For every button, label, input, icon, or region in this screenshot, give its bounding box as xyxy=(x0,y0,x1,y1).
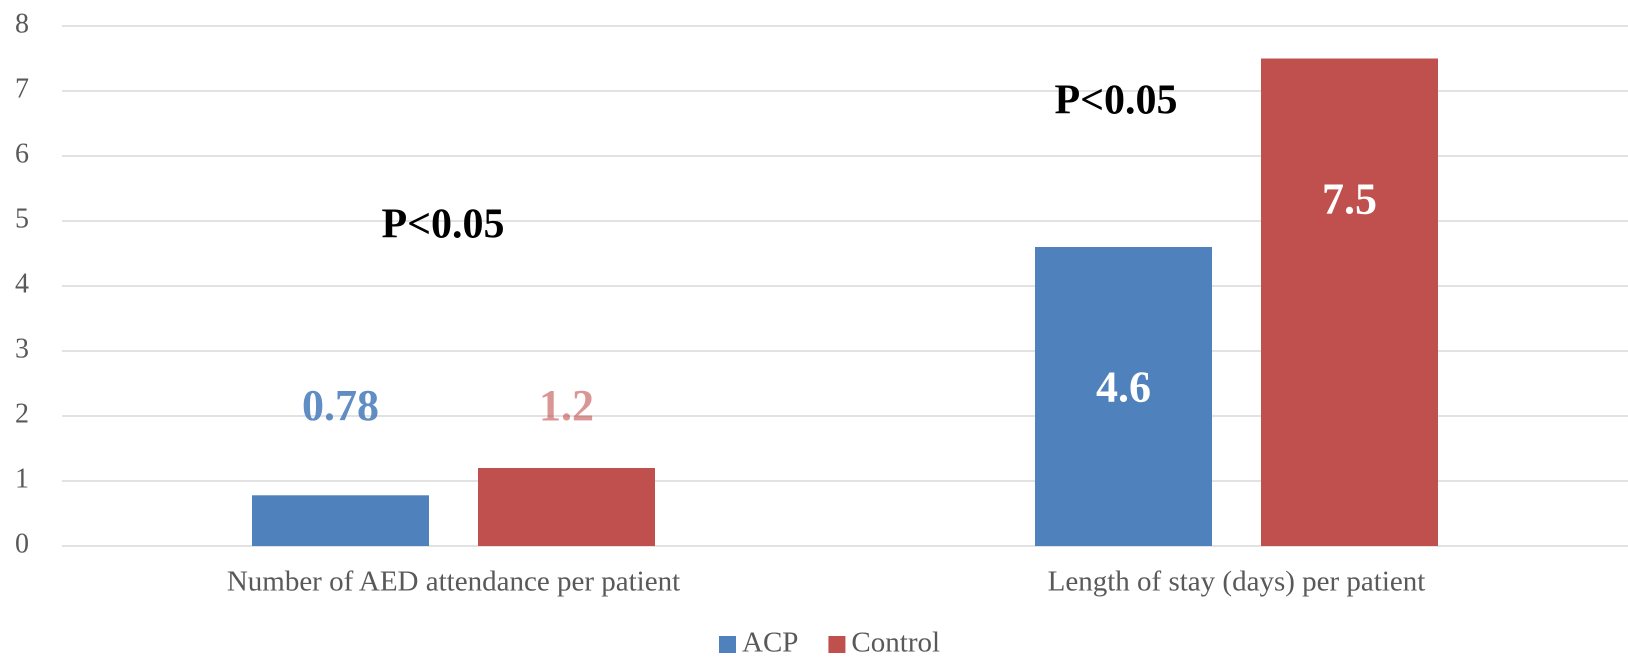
y-tick-label: 1 xyxy=(15,463,29,494)
annotation: P<0.05 xyxy=(381,202,504,248)
bar xyxy=(478,468,655,546)
y-tick-label: 3 xyxy=(15,333,29,364)
y-tick-label: 4 xyxy=(15,268,29,299)
annotation: P<0.05 xyxy=(1054,78,1177,124)
bar xyxy=(1035,247,1212,546)
legend-swatch xyxy=(719,636,736,653)
value-label: 7.5 xyxy=(1322,175,1377,224)
legend-swatch xyxy=(828,636,846,653)
y-tick-label: 6 xyxy=(15,138,29,169)
value-label: 1.2 xyxy=(539,381,594,430)
x-tick-label: Length of stay (days) per patient xyxy=(1048,566,1426,598)
x-tick-label: Number of AED attendance per patient xyxy=(227,566,680,598)
y-tick-label: 0 xyxy=(15,528,29,559)
y-tick-label: 2 xyxy=(15,398,29,429)
value-label: 4.6 xyxy=(1096,363,1151,412)
y-tick-label: 5 xyxy=(15,203,29,234)
legend-label: Control xyxy=(851,627,940,658)
y-tick-label: 8 xyxy=(15,8,29,39)
value-label: 0.78 xyxy=(302,381,379,430)
y-tick-label: 7 xyxy=(15,73,29,104)
legend-label: ACP xyxy=(742,627,798,658)
bar xyxy=(252,495,429,546)
bar xyxy=(1261,58,1438,546)
